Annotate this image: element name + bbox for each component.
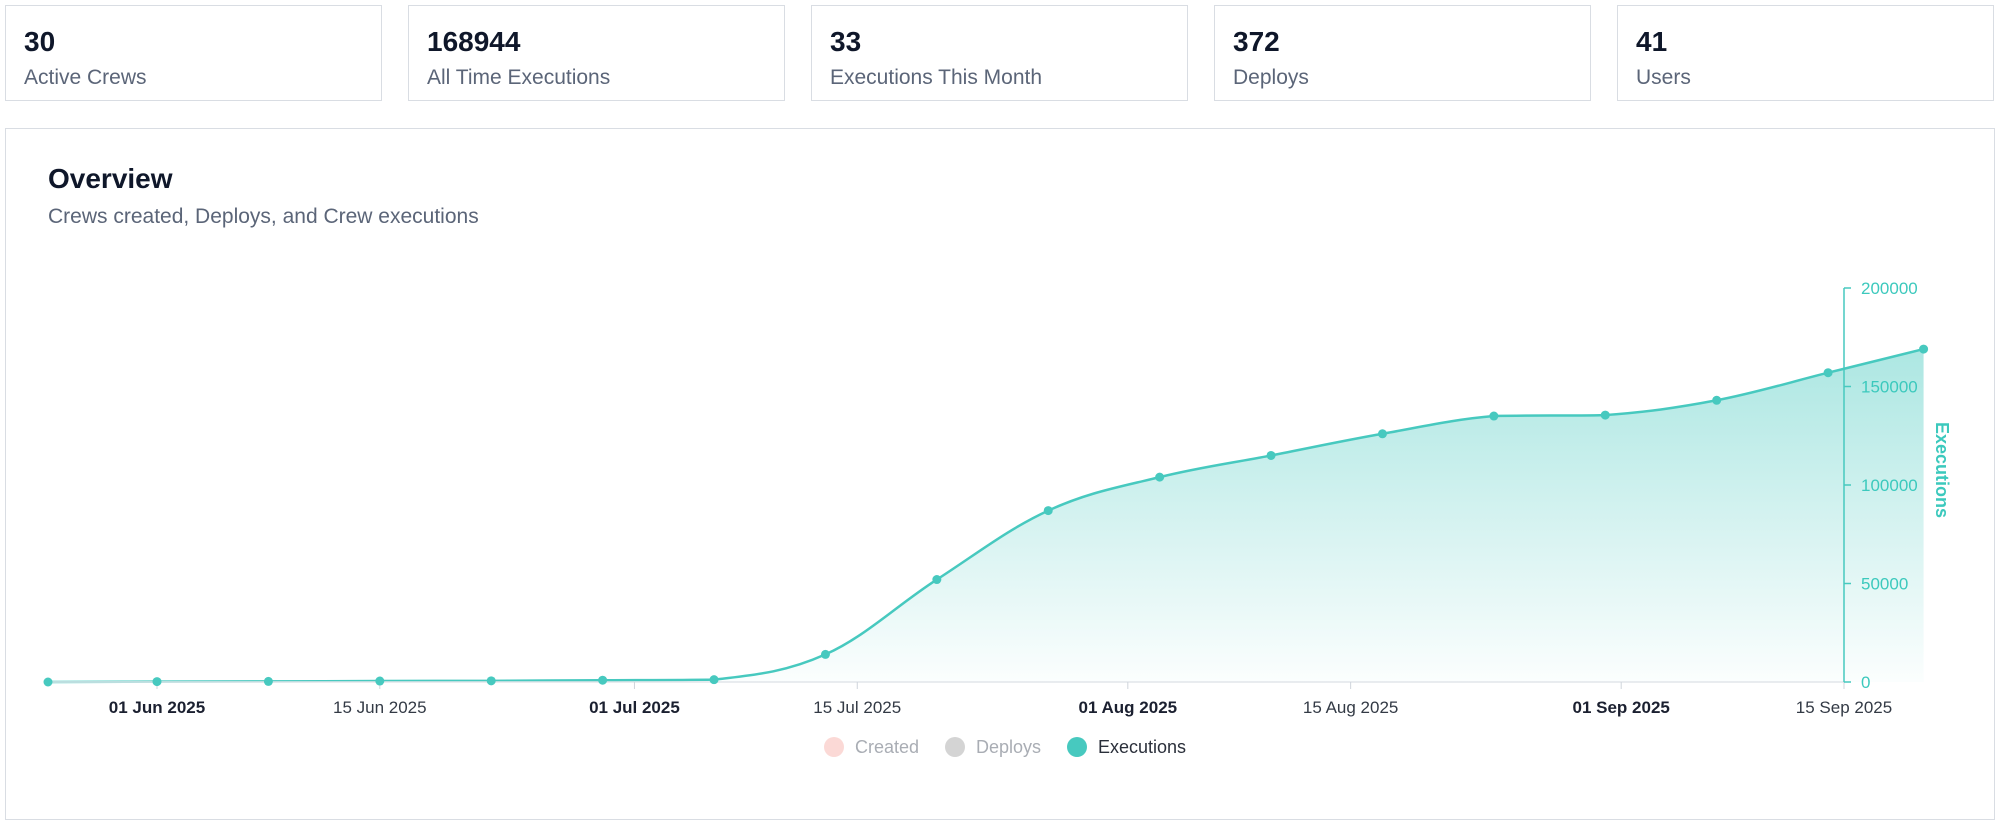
- y-tick-label: 200000: [1861, 279, 1918, 298]
- data-point: [1919, 344, 1929, 354]
- x-tick-label: 15 Sep 2025: [1796, 698, 1892, 717]
- data-point: [1377, 429, 1387, 439]
- overview-chart: 01 Jun 2025 15 Jun 2025 01 Jul 2025 15 Jul …: [43, 279, 1952, 757]
- data-point: [1155, 472, 1165, 482]
- panel-title: Overview: [48, 163, 173, 194]
- panel-subtitle: Crews created, Deploys, and Crew executi…: [48, 205, 479, 228]
- data-point: [1712, 395, 1722, 405]
- overview-panel: Overview Crews created, Deploys, and Cre…: [5, 128, 1995, 820]
- stat-card-users: 41 Users: [1617, 5, 1994, 101]
- stats-row: 30 Active Crews 168944 All Time Executio…: [5, 5, 1995, 103]
- x-tick-label: 15 Aug 2025: [1303, 698, 1398, 717]
- legend-label: Deploys: [976, 737, 1041, 757]
- executions-area: [48, 349, 1924, 682]
- stat-card-executions-this-month: 33 Executions This Month: [811, 5, 1188, 101]
- legend-item-deploys[interactable]: Deploys: [945, 737, 1041, 757]
- data-point: [1043, 506, 1053, 516]
- x-tick-label: 15 Jul 2025: [813, 698, 901, 717]
- x-tick-label: 15 Jun 2025: [333, 698, 427, 717]
- data-point: [375, 676, 385, 686]
- legend-swatch: [945, 737, 965, 757]
- data-point: [43, 677, 53, 687]
- data-point: [1600, 410, 1610, 420]
- data-point: [932, 575, 942, 585]
- x-tick-label: 01 Jul 2025: [589, 698, 680, 717]
- stat-card-active-crews: 30 Active Crews: [5, 5, 382, 101]
- stat-value: 33: [830, 26, 862, 57]
- x-tick-label: 01 Sep 2025: [1573, 698, 1670, 717]
- stat-value: 30: [24, 26, 56, 57]
- y-tick-label: 100000: [1861, 476, 1918, 495]
- stat-label: Active Crews: [24, 66, 147, 89]
- stat-label: Users: [1636, 66, 1691, 89]
- x-tick-label: 01 Aug 2025: [1079, 698, 1178, 717]
- data-point: [1489, 411, 1499, 421]
- y-tick-label: 150000: [1861, 378, 1918, 397]
- y-tick-label: 50000: [1861, 575, 1908, 594]
- legend-item-executions[interactable]: Executions: [1067, 737, 1186, 757]
- legend-swatch: [1067, 737, 1087, 757]
- stat-card-deploys: 372 Deploys: [1214, 5, 1591, 101]
- legend-label: Executions: [1098, 737, 1186, 757]
- stat-label: Deploys: [1233, 66, 1309, 89]
- stat-label: All Time Executions: [427, 66, 611, 89]
- legend-swatch: [824, 737, 844, 757]
- legend-item-created[interactable]: Created: [824, 737, 919, 757]
- legend-label: Created: [855, 737, 919, 757]
- data-point: [709, 675, 719, 685]
- stat-value: 372: [1233, 26, 1280, 57]
- y-axis-label: Executions: [1932, 422, 1952, 518]
- stat-card-all-time-executions: 168944 All Time Executions: [408, 5, 785, 101]
- stat-label: Executions This Month: [830, 66, 1043, 89]
- data-point: [1266, 450, 1276, 460]
- data-point: [152, 677, 162, 687]
- y-tick-label: 0: [1861, 673, 1870, 692]
- data-point: [1823, 368, 1833, 378]
- data-point: [486, 676, 496, 686]
- data-point: [598, 675, 608, 685]
- x-tick-label: 01 Jun 2025: [109, 698, 205, 717]
- data-point: [263, 676, 273, 686]
- data-point: [820, 649, 830, 659]
- stat-value: 41: [1636, 26, 1668, 57]
- stat-value: 168944: [427, 26, 521, 57]
